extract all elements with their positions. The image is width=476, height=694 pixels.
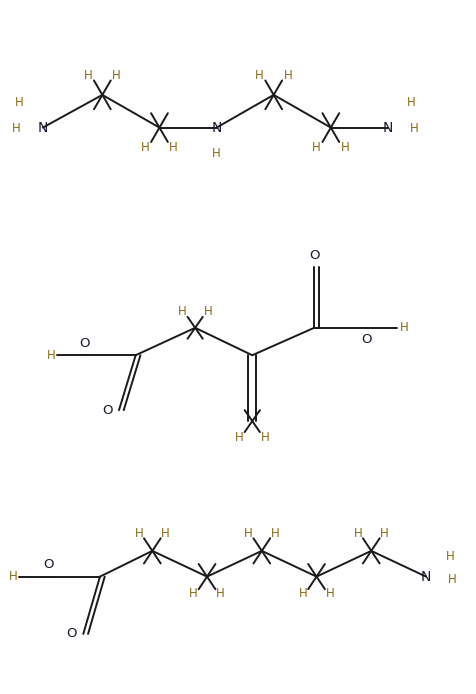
Text: H: H (261, 431, 270, 444)
Text: H: H (448, 573, 456, 586)
Text: N: N (421, 570, 431, 584)
Text: H: H (47, 348, 56, 362)
Text: H: H (446, 550, 454, 563)
Text: H: H (161, 527, 170, 540)
Text: H: H (299, 587, 307, 600)
Text: H: H (380, 527, 389, 540)
Text: H: H (400, 321, 409, 335)
Text: O: O (361, 333, 372, 346)
Text: H: H (84, 69, 92, 82)
Text: H: H (255, 69, 264, 82)
Text: H: H (407, 96, 416, 109)
Text: H: H (244, 527, 253, 540)
Text: H: H (204, 305, 213, 318)
Text: N: N (211, 121, 222, 135)
Text: H: H (169, 141, 178, 154)
Text: H: H (189, 587, 198, 600)
Text: O: O (43, 557, 54, 570)
Text: H: H (9, 570, 18, 583)
Text: N: N (383, 121, 393, 135)
Text: H: H (112, 69, 121, 82)
Text: H: H (212, 147, 221, 160)
Text: H: H (354, 527, 362, 540)
Text: O: O (309, 249, 319, 262)
Text: H: H (12, 122, 21, 135)
Text: H: H (135, 527, 143, 540)
Text: H: H (410, 122, 418, 135)
Text: H: H (216, 587, 225, 600)
Text: O: O (102, 404, 112, 416)
Text: H: H (326, 587, 334, 600)
Text: H: H (178, 305, 186, 318)
Text: H: H (15, 96, 23, 109)
Text: H: H (312, 141, 321, 154)
Text: O: O (79, 337, 89, 350)
Text: H: H (235, 431, 243, 444)
Text: H: H (341, 141, 349, 154)
Text: H: H (284, 69, 292, 82)
Text: H: H (141, 141, 149, 154)
Text: H: H (271, 527, 279, 540)
Text: N: N (38, 121, 48, 135)
Text: O: O (66, 627, 77, 641)
